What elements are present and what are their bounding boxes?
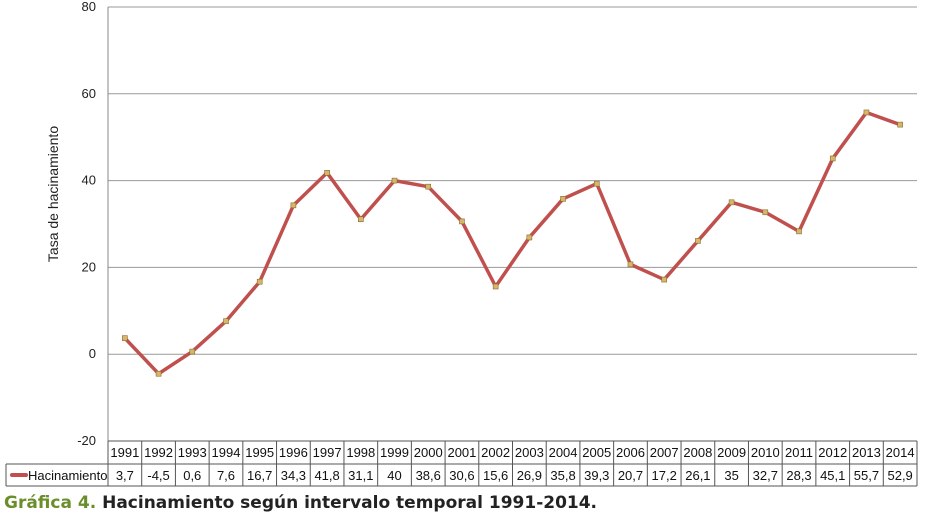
y-tick-label: 0: [89, 346, 96, 361]
data-label: 0,6: [183, 468, 201, 483]
data-point: [256, 278, 263, 285]
data-point: [762, 209, 769, 216]
x-tick-label: 2002: [481, 445, 510, 460]
data-point: [526, 234, 533, 241]
data-label: 26,1: [685, 468, 710, 483]
data-label: 7,6: [217, 468, 235, 483]
x-tick-label: 1992: [144, 445, 173, 460]
data-point: [796, 228, 802, 235]
x-tick-label: 1994: [212, 445, 241, 460]
x-tick-label: 1991: [110, 445, 139, 460]
x-tick-label: 2007: [650, 445, 679, 460]
data-label: 34,3: [281, 468, 306, 483]
data-label: 28,3: [786, 468, 811, 483]
data-label: 35,8: [550, 468, 575, 483]
x-tick-label: 2001: [447, 445, 476, 460]
data-point: [189, 348, 196, 355]
data-label: 32,7: [753, 468, 778, 483]
data-point: [593, 180, 600, 187]
data-label: 45,1: [820, 468, 845, 483]
data-label: -4,5: [147, 468, 169, 483]
data-label: 38,6: [416, 468, 441, 483]
y-tick-labels: -20 0 20 40 60 80: [77, 0, 96, 448]
data-label: 31,1: [348, 468, 373, 483]
data-point: [863, 109, 870, 116]
x-tick-label: 1996: [279, 445, 308, 460]
data-point: [391, 177, 398, 184]
data-point: [728, 199, 735, 206]
data-point: [661, 276, 667, 283]
data-point: [492, 283, 499, 290]
data-point: [695, 238, 701, 244]
data-point: [223, 318, 229, 325]
series-markers: [122, 109, 903, 377]
figure-caption: Gráfica 4. Hacinamiento según intervalo …: [4, 493, 597, 513]
line-chart: -20 0 20 40 60 80 Tasa de hacinamiento 1991 3,…: [5, 0, 918, 487]
data-point: [290, 202, 297, 209]
data-label: 35: [724, 468, 738, 483]
x-tick-label: 1999: [380, 445, 409, 460]
data-label: 26,9: [517, 468, 542, 483]
data-point: [358, 216, 364, 223]
data-label: 3,7: [116, 468, 134, 483]
data-point: [829, 155, 836, 162]
data-point: [459, 218, 465, 225]
x-tick-label: 1998: [346, 445, 375, 460]
data-label: 15,6: [483, 468, 508, 483]
y-tick-label: -20: [77, 433, 96, 448]
x-tick-label: 1993: [178, 445, 207, 460]
data-label: 20,7: [618, 468, 643, 483]
x-tick-label: 2009: [717, 445, 746, 460]
x-tick-label: 2011: [785, 445, 813, 460]
y-tick-label: 60: [82, 86, 96, 101]
x-tick-label: 1997: [313, 445, 342, 460]
x-tick-label: 2003: [515, 445, 544, 460]
data-point: [560, 196, 566, 202]
x-tick-label: 2008: [683, 445, 712, 460]
caption-number: Gráfica 4.: [4, 493, 97, 513]
x-tick-label: 2013: [852, 445, 881, 460]
data-point: [897, 121, 903, 128]
data-point: [425, 183, 432, 190]
x-tick-label: 1995: [245, 445, 274, 460]
y-tick-label: 80: [82, 0, 96, 14]
data-label: 55,7: [854, 468, 879, 483]
x-tick-label: 2006: [616, 445, 645, 460]
x-tick-label: 2012: [818, 445, 847, 460]
legend-label: Hacinamiento: [28, 468, 108, 483]
x-tick-label: 2004: [549, 445, 578, 460]
y-axis-label: Tasa de hacinamiento: [45, 126, 61, 262]
data-label: 30,6: [449, 468, 474, 483]
data-label: 39,3: [584, 468, 609, 483]
x-tick-label: 2000: [414, 445, 443, 460]
caption-text: Hacinamiento según intervalo temporal 19…: [102, 493, 598, 513]
data-label: 16,7: [247, 468, 272, 483]
data-label: 41,8: [314, 468, 339, 483]
data-point: [324, 169, 330, 176]
data-label: 40: [387, 468, 401, 483]
grid-lines: [108, 6, 917, 442]
data-point: [627, 261, 634, 268]
y-tick-label: 40: [82, 173, 96, 188]
y-tick-label: 20: [82, 259, 96, 274]
x-tick-label: 2010: [751, 445, 780, 460]
x-tick-label: 2005: [582, 445, 611, 460]
data-table: 1991 3,7 1992 -4,5 1993 0,6 1994 7,6 1995 16,7 199…: [5, 440, 918, 487]
series-line: [123, 110, 902, 376]
data-point: [122, 335, 128, 341]
x-tick-label: 2014: [886, 445, 915, 460]
data-label: 52,9: [887, 468, 912, 483]
data-label: 17,2: [652, 468, 677, 483]
series-hacinamiento: [123, 110, 902, 376]
data-point: [155, 370, 162, 377]
